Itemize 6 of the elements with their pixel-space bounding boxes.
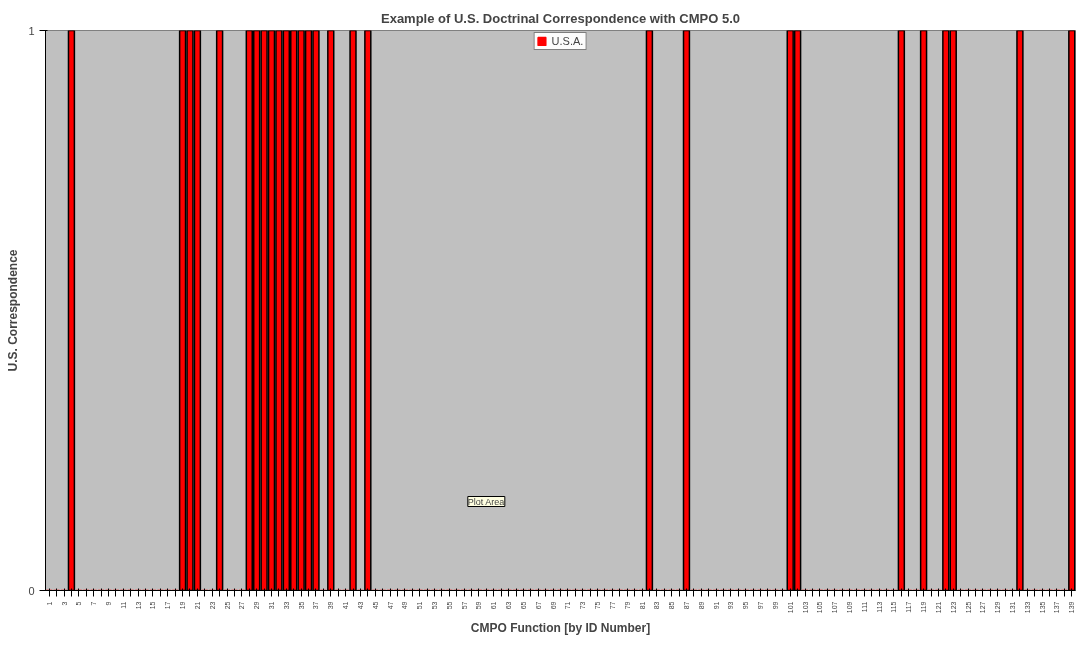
x-axis-title: CMPO Function [by ID Number] <box>470 621 651 636</box>
legend-label: U.S.A. <box>551 35 584 47</box>
y-axis-title: U.S. Correspondence <box>6 249 21 372</box>
y-tick-label: 0 <box>28 584 35 597</box>
chart-title: Example of U.S. Doctrinal Correspondence with CMPO 5.0 <box>380 10 741 26</box>
annotation: Plot Area <box>467 496 505 507</box>
